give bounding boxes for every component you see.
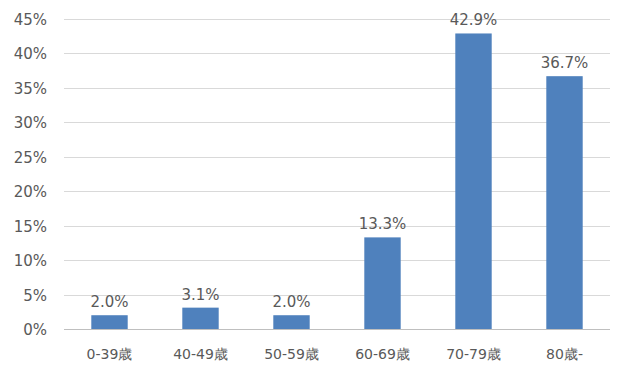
data-label: 36.7% <box>541 54 589 72</box>
y-tick-label: 15% <box>14 218 47 236</box>
data-labels: 2.0% 3.1% 2.0% 13.3% 42.9% 36.7% <box>90 11 588 311</box>
grid-line <box>64 122 610 123</box>
bar <box>273 315 309 329</box>
y-tick-label: 45% <box>14 11 47 29</box>
bars <box>91 33 582 329</box>
x-tick-labels: 0-39歳 40-49歳 50-59歳 60-69歳 70-79歳 80歳- <box>87 346 583 362</box>
y-tick-label: 35% <box>14 80 47 98</box>
y-tick-label: 5% <box>23 287 47 305</box>
bar <box>455 33 491 329</box>
data-label: 13.3% <box>359 215 407 233</box>
x-tick-label: 40-49歳 <box>173 346 228 362</box>
grid-line <box>64 157 610 158</box>
x-tick-label: 60-69歳 <box>355 346 410 362</box>
y-tick-label: 40% <box>14 45 47 63</box>
x-tick-label: 70-79歳 <box>446 346 501 362</box>
y-tick-label: 30% <box>14 114 47 132</box>
grid-line <box>64 260 610 261</box>
chart: 0%5%10%15%20%25%30%35%40%45%2.0%3.1%2.0%… <box>0 0 630 378</box>
grid-line <box>64 53 610 54</box>
grid <box>64 20 610 330</box>
grid-line <box>64 191 610 192</box>
x-tick-label: 80歳- <box>546 346 583 362</box>
data-label: 2.0% <box>272 293 310 311</box>
y-tick-label: 0% <box>23 321 47 339</box>
data-label: 3.1% <box>181 286 219 304</box>
bar <box>546 76 582 329</box>
grid-line <box>64 19 610 20</box>
bar <box>364 237 400 329</box>
x-tick-label: 0-39歳 <box>87 346 133 362</box>
y-tick-labels: 0% 5% 10% 15% 20% 25% 30% 35% 40% 45% <box>14 11 47 339</box>
bar <box>182 308 218 329</box>
data-label: 42.9% <box>450 11 498 29</box>
y-tick-label: 25% <box>14 149 47 167</box>
bar <box>91 315 127 329</box>
grid-line <box>64 88 610 89</box>
y-tick-label: 10% <box>14 252 47 270</box>
grid-line <box>64 295 610 296</box>
axis-line <box>64 329 610 330</box>
y-tick-label: 20% <box>14 183 47 201</box>
grid-line <box>64 226 610 227</box>
x-tick-label: 50-59歳 <box>264 346 319 362</box>
data-label: 2.0% <box>90 293 128 311</box>
